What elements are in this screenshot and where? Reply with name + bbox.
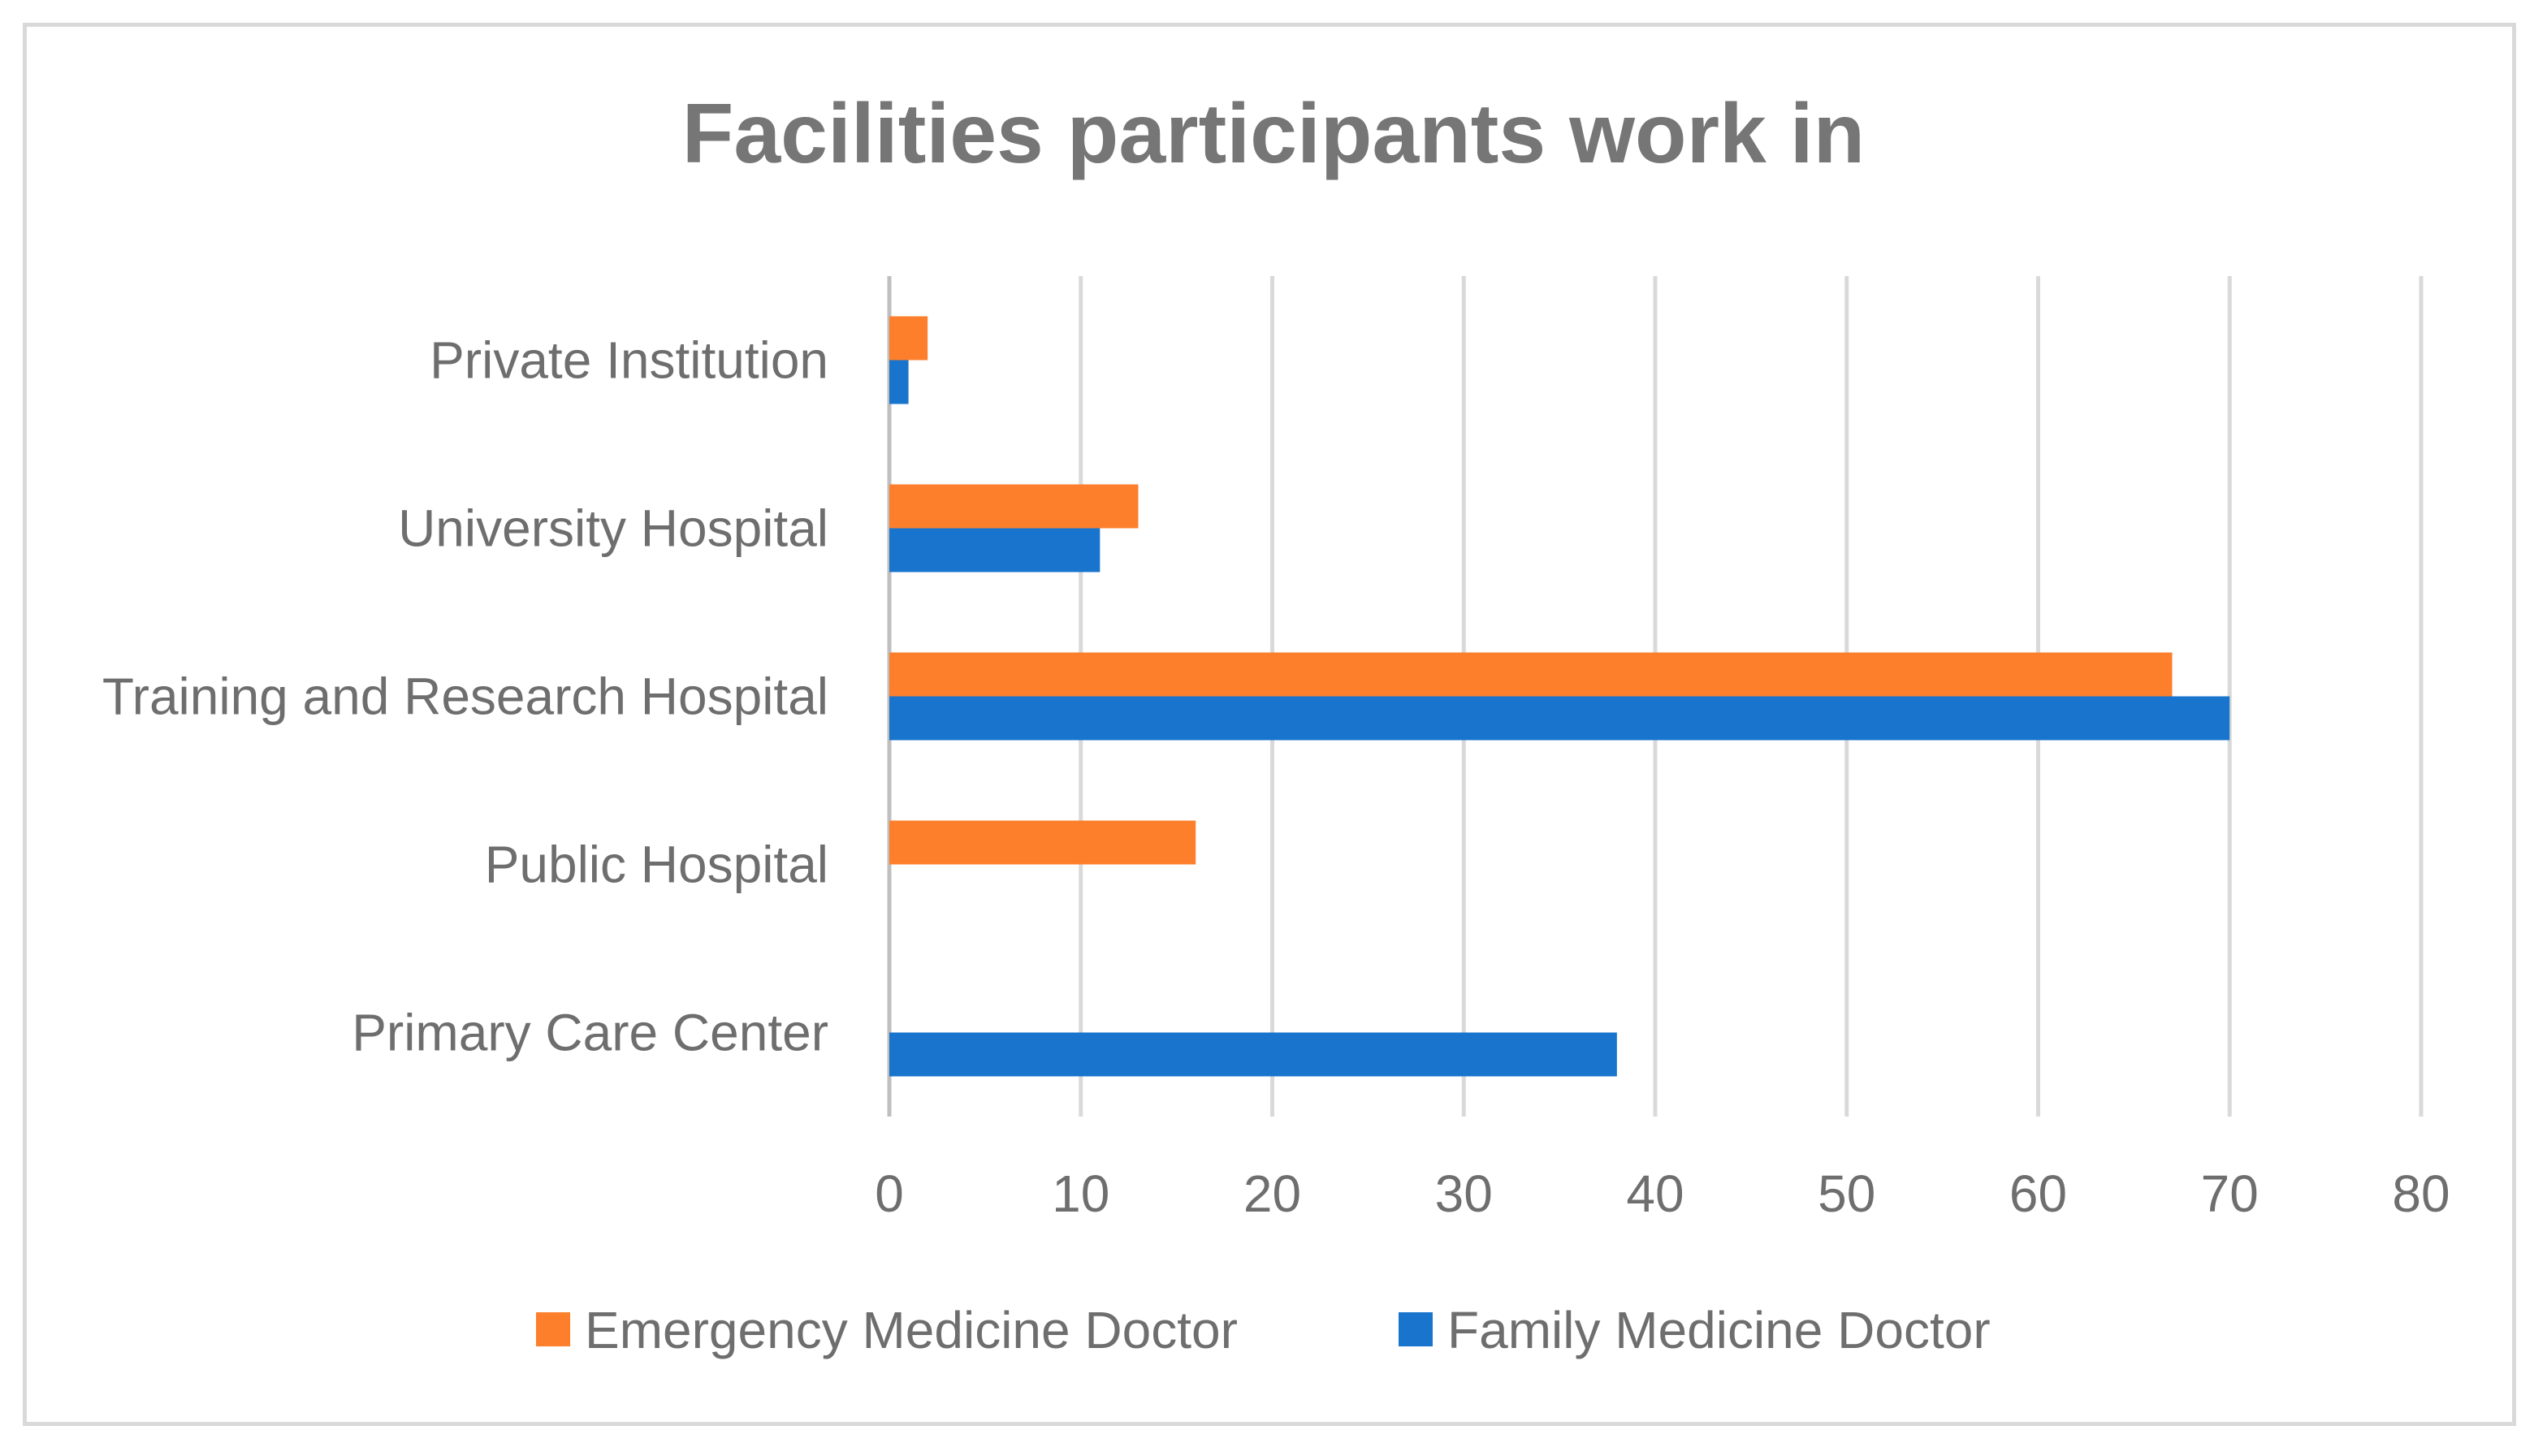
x-tick-label: 70 [2201,1164,2259,1223]
x-tick-label: 10 [1052,1164,1109,1223]
legend-label: Family Medicine Doctor [1447,1301,1991,1359]
x-tick-label: 20 [1243,1164,1301,1223]
category-label: Primary Care Center [352,1004,828,1062]
category-label: Training and Research Hospital [102,668,828,726]
bar-family-4 [889,360,909,404]
category-label: Public Hospital [485,836,828,894]
category-label: Private Institution [430,331,828,390]
bar-emergency-2 [889,652,2173,697]
x-tick-labels: 0 10 20 30 40 50 60 70 80 [875,1164,2450,1223]
x-tick-label: 30 [1435,1164,1493,1223]
x-tick-label: 80 [2392,1164,2450,1223]
x-tick-label: 60 [2009,1164,2067,1223]
bar-family-3 [889,528,1101,572]
legend-label: Emergency Medicine Doctor [585,1301,1238,1359]
bars [889,316,2230,1077]
bar-emergency-1 [889,820,1196,865]
x-tick-label: 50 [1818,1164,1875,1223]
chart-title: Facilities participants work in [682,87,1865,181]
legend-swatch [1399,1312,1433,1346]
x-tick-label: 40 [1626,1164,1684,1223]
legend: Emergency Medicine Doctor Family Medicine… [536,1301,1991,1359]
legend-swatch [536,1312,570,1346]
category-labels: Primary Care Center Public Hospital Traini… [102,331,828,1062]
bar-family-2 [889,696,2230,741]
category-label: University Hospital [398,499,828,558]
bar-emergency-3 [889,484,1139,529]
bar-family-0 [889,1032,1617,1077]
x-tick-label: 0 [875,1164,904,1223]
bar-emergency-4 [889,316,928,361]
